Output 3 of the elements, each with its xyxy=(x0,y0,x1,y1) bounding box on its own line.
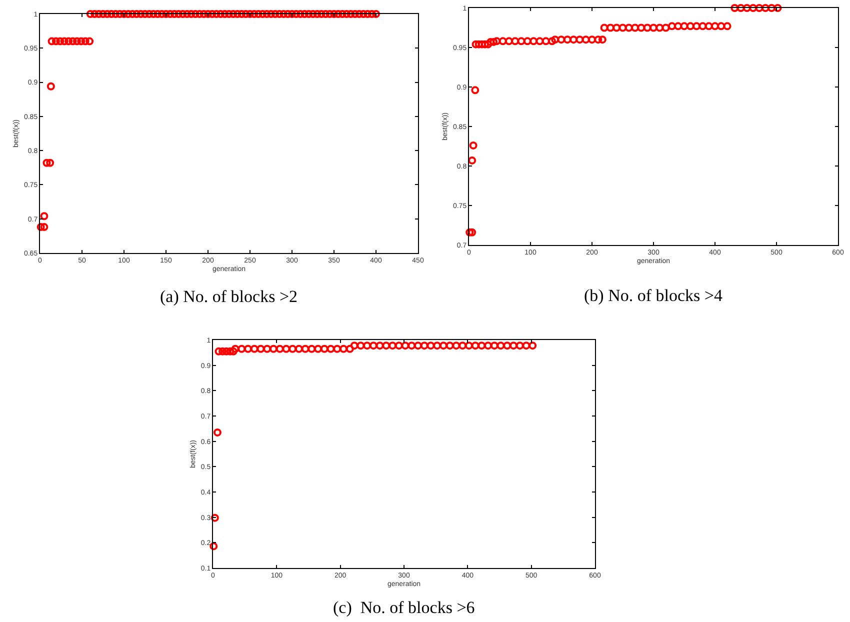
text: (a) No. of blocks >2 xyxy=(160,287,298,306)
text: (c) No. of blocks >6 xyxy=(333,598,475,617)
text: (b) No. of blocks >4 xyxy=(584,286,723,305)
